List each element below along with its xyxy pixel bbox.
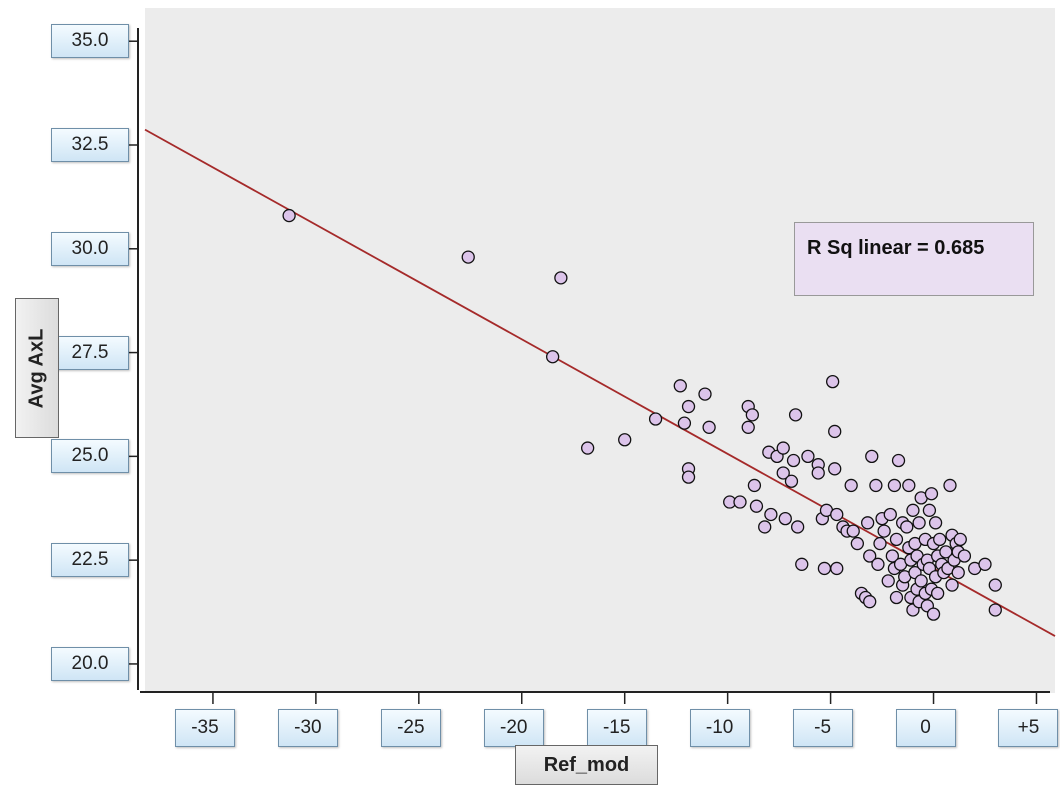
data-point [943,478,957,493]
data-point [951,565,965,580]
data-point [830,561,844,576]
data-point [924,487,939,501]
data-point [889,590,904,605]
data-point [801,449,815,464]
data-point [885,549,900,563]
x-tick-label: -25 [380,709,441,747]
data-point [282,208,296,223]
x-tick-label: +5 [998,709,1059,747]
data-point [828,424,842,439]
data-point [914,574,928,588]
y-tick-label: 32.5 [51,128,129,162]
data-point [928,516,943,530]
data-point [702,420,716,434]
data-point [889,532,904,547]
data-point [978,557,992,571]
data-point [846,524,860,538]
data-point [930,586,945,601]
data-point [860,516,875,530]
data-point [618,433,632,447]
data-point [850,536,865,551]
data-point [673,379,687,393]
data-point [811,466,825,480]
data-point [863,549,877,563]
data-point [648,412,663,426]
data-point [830,507,844,522]
data-point [741,420,755,434]
data-point [554,271,568,285]
data-point [869,478,883,493]
data-point [749,499,764,513]
x-tick-label: -35 [174,709,235,747]
x-tick-label: 0 [895,709,956,747]
data-point [865,449,879,464]
y-axis-label-text: Avg AxL [25,328,48,408]
data-point [873,536,887,551]
data-point [461,250,475,264]
x-tick-label: -20 [483,709,544,747]
x-axis-label: Ref_mod [515,745,658,785]
data-point [795,557,809,571]
data-point [677,416,692,430]
data-point [764,507,778,522]
data-point [863,595,877,609]
data-point [887,478,902,493]
data-point [758,520,772,534]
data-point [784,474,799,488]
data-point [988,578,1002,592]
data-point [786,453,801,468]
data-point [906,503,920,517]
data-point [828,462,842,476]
data-point [953,532,967,547]
data-point [900,520,914,534]
data-point [747,478,762,493]
data-point [825,374,840,389]
y-tick-label: 30.0 [51,231,129,266]
data-point [957,549,972,563]
data-point [790,520,805,534]
data-point [902,478,916,493]
y-tick-label: 27.5 [51,335,129,370]
data-point [871,557,885,571]
x-tick-label: -30 [277,709,338,747]
data-point [877,524,891,538]
data-point [698,387,712,401]
data-point [733,495,747,509]
x-tick-label: -15 [586,709,647,747]
data-point [776,466,790,480]
data-point [788,408,803,422]
data-point [891,453,906,468]
y-tick-label: 35.0 [51,24,129,59]
data-point [580,441,595,455]
data-point [912,516,926,530]
y-tick-label: 22.5 [51,543,129,578]
x-tick-label: -5 [792,709,853,747]
regression-line [144,128,1056,637]
data-point [681,399,696,414]
y-tick-label: 20.0 [51,646,129,681]
data-point [545,350,560,364]
data-point [817,561,832,576]
y-axis-label: Avg AxL [15,298,59,438]
data-point [745,408,760,422]
data-point [883,507,897,522]
data-point [926,607,941,621]
data-point [933,532,947,547]
data-point [922,503,937,517]
data-point [681,470,696,484]
data-point [844,478,858,493]
y-tick-label: 25.0 [51,439,129,474]
r-squared-annotation: R Sq linear = 0.685 [794,222,1034,296]
data-point [776,441,790,455]
data-point [778,511,792,526]
data-point [881,574,895,588]
data-point [945,578,959,592]
x-tick-label: -10 [689,709,750,747]
data-point [988,603,1002,617]
